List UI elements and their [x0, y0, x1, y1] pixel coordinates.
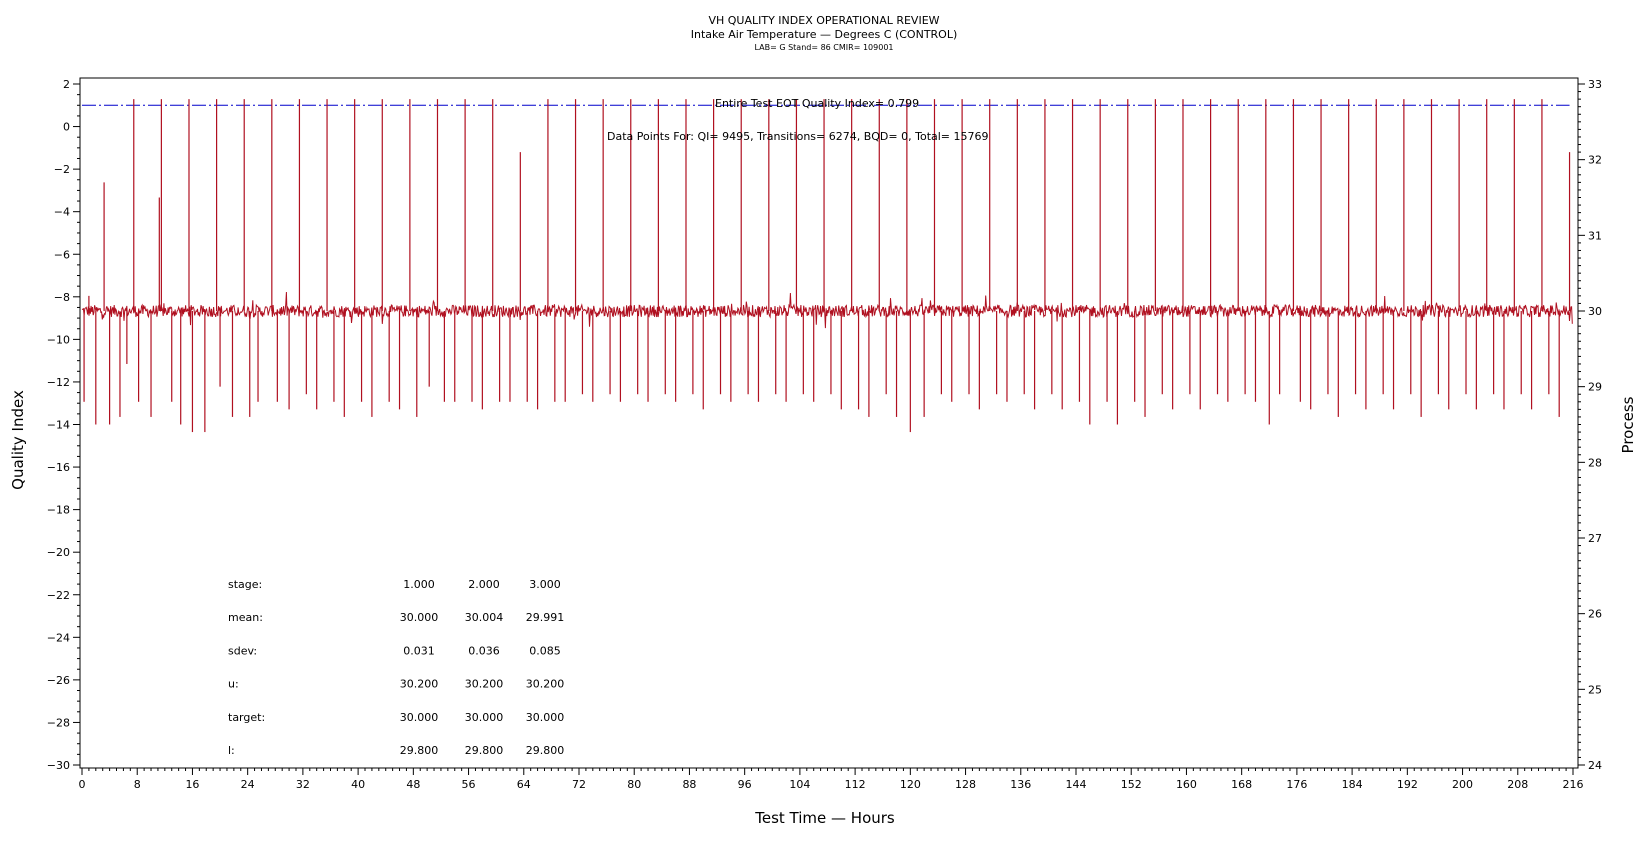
y-tick-label: −30	[47, 759, 70, 772]
data-points-annotation: Data Points For: QI= 9495, Transitions= …	[607, 130, 989, 143]
y2-tick-label: 28	[1588, 456, 1602, 469]
x-tick-label: 104	[789, 778, 810, 791]
x-tick-label: 80	[627, 778, 641, 791]
chart-info: LAB= G Stand= 86 CMIR= 109001	[754, 43, 894, 52]
y-tick-label: −8	[54, 291, 70, 304]
y-tick-label: −12	[47, 376, 70, 389]
chart-subtitle: Intake Air Temperature — Degrees C (CONT…	[690, 28, 958, 41]
stats-value: 2.000	[468, 578, 500, 591]
y-axis-label: Quality Index	[9, 390, 27, 490]
y-tick-label: −22	[47, 589, 70, 602]
y-tick-label: −4	[54, 206, 70, 219]
x-tick-label: 32	[296, 778, 310, 791]
x-tick-label: 160	[1176, 778, 1197, 791]
y-tick-label: 0	[63, 121, 70, 134]
y2-tick-label: 26	[1588, 608, 1602, 621]
x-tick-label: 128	[955, 778, 976, 791]
x-tick-label: 8	[134, 778, 141, 791]
y-tick-label: −10	[47, 333, 70, 346]
x-axis-label: Test Time — Hours	[754, 809, 895, 827]
stats-value: 30.000	[400, 611, 439, 624]
y-tick-label: −18	[47, 504, 70, 517]
series-layer	[81, 99, 1573, 433]
x-tick-label: 112	[845, 778, 866, 791]
x-tick-label: 200	[1452, 778, 1473, 791]
y2-tick-label: 27	[1588, 532, 1602, 545]
y-tick-label: −6	[54, 248, 70, 261]
stats-value: 0.036	[468, 644, 500, 657]
stats-row-label: l:	[228, 744, 235, 757]
title-block: VH QUALITY INDEX OPERATIONAL REVIEW Inta…	[0, 14, 1648, 54]
stats-value: 0.031	[403, 644, 435, 657]
y2-tick-label: 33	[1588, 78, 1602, 91]
x-tick-label: 136	[1010, 778, 1031, 791]
stats-table: stage: 1.000 2.000 3.000 mean: 30.000 30.004 29…	[228, 578, 564, 757]
x-tick-label: 88	[682, 778, 696, 791]
stats-value: 29.800	[465, 744, 504, 757]
x-tick-label: 40	[351, 778, 365, 791]
stats-row-label: u:	[228, 678, 239, 691]
chart-title: VH QUALITY INDEX OPERATIONAL REVIEW	[708, 14, 940, 27]
stats-row-label: sdev:	[228, 644, 257, 657]
stats-value: 30.200	[526, 678, 565, 691]
x-tick-label: 48	[406, 778, 420, 791]
x-tick-label: 96	[738, 778, 752, 791]
plot-frame	[79, 77, 1579, 769]
x-tick-label: 168	[1231, 778, 1252, 791]
y-tick-label: −2	[54, 163, 70, 176]
y-tick-label: −14	[47, 419, 70, 432]
x-tick-label: 16	[185, 778, 199, 791]
stats-row-label: target:	[228, 711, 265, 724]
text-layer: Entire Test EOT Quality Index= 0.799 Dat…	[9, 97, 1637, 827]
stats-value: 29.800	[400, 744, 439, 757]
stats-value: 1.000	[403, 578, 435, 591]
x-tick-label: 216	[1563, 778, 1584, 791]
y-tick-label: −24	[47, 631, 70, 644]
stats-value: 3.000	[529, 578, 561, 591]
stats-value: 30.004	[465, 611, 504, 624]
stats-row-label: stage:	[228, 578, 262, 591]
y2-tick-label: 31	[1588, 229, 1602, 242]
stats-value: 30.200	[465, 678, 504, 691]
stats-value: 0.085	[529, 644, 561, 657]
y2-tick-label: 29	[1588, 381, 1602, 394]
x-tick-label: 120	[900, 778, 921, 791]
y-tick-label: −20	[47, 546, 70, 559]
x-tick-label: 24	[241, 778, 255, 791]
y2-tick-label: 30	[1588, 305, 1602, 318]
stats-value: 30.200	[400, 678, 439, 691]
stats-value: 30.000	[526, 711, 565, 724]
eot-annotation: Entire Test EOT Quality Index= 0.799	[715, 97, 919, 110]
x-tick-label: 56	[462, 778, 476, 791]
axes: 2 0 −2 −4 −6 −8 −10 −12 −14 −16 −18 −20 −22 −24 −26 −28…	[47, 77, 1602, 791]
stats-row-label: mean:	[228, 611, 263, 624]
x-tick-label: 152	[1121, 778, 1142, 791]
y2-tick-label: 24	[1588, 759, 1602, 772]
x-tick-label: 208	[1507, 778, 1528, 791]
y2-axis-label: Process	[1619, 396, 1637, 453]
y-tick-label: −28	[47, 716, 70, 729]
stats-value: 30.000	[465, 711, 504, 724]
x-tick-label: 176	[1286, 778, 1307, 791]
x-tick-label: 144	[1066, 778, 1087, 791]
x-tick-label: 184	[1342, 778, 1363, 791]
x-tick-label: 0	[79, 778, 86, 791]
y2-tick-label: 32	[1588, 154, 1602, 167]
x-tick-label: 192	[1397, 778, 1418, 791]
y2-tick-label: 25	[1588, 683, 1602, 696]
y-tick-label: −26	[47, 674, 70, 687]
y-tick-label: −16	[47, 461, 70, 474]
process-trace	[81, 291, 1573, 329]
x-tick-label: 72	[572, 778, 586, 791]
x-tick-label: 64	[517, 778, 531, 791]
stats-value: 29.800	[526, 744, 565, 757]
stats-value: 30.000	[400, 711, 439, 724]
y-tick-label: 2	[63, 78, 70, 91]
stats-value: 29.991	[526, 611, 565, 624]
